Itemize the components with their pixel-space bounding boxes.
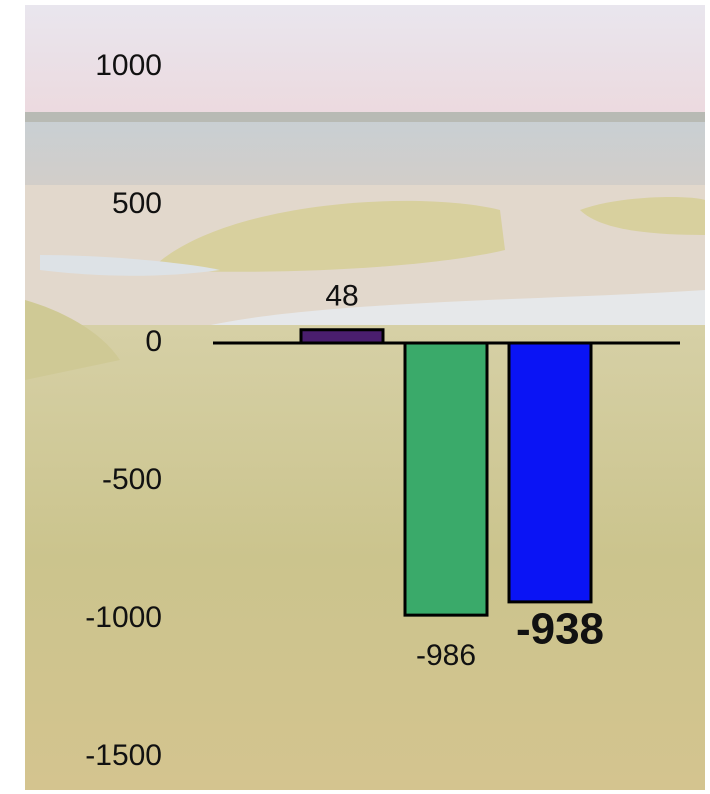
background-photo	[25, 5, 705, 790]
y-tick-label: -1000	[85, 601, 162, 634]
value-label: -938	[516, 605, 604, 654]
bar	[509, 343, 591, 602]
bar	[405, 343, 487, 615]
y-tick-label: 500	[112, 187, 162, 220]
y-tick-label: 0	[145, 325, 162, 358]
bar	[301, 330, 383, 343]
chart: 1000 500 0 -500 -1000 -1500 48 -986 -938	[0, 0, 710, 794]
value-label: 48	[325, 280, 358, 313]
page: 10005000-500-1000-150048-986-938 (() => …	[0, 0, 710, 794]
y-tick-label: -1500	[85, 739, 162, 772]
value-label: -986	[416, 639, 476, 672]
y-tick-label: 1000	[95, 49, 162, 82]
y-tick-label: -500	[102, 463, 162, 496]
